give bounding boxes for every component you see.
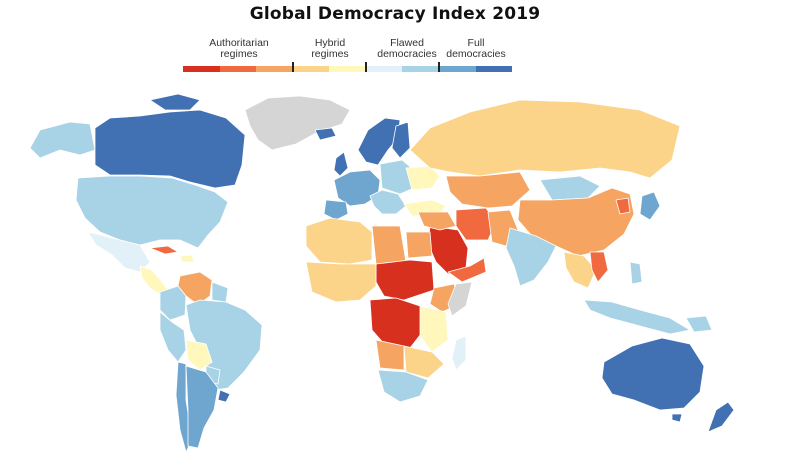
country-iraq-syria[interactable] [417,211,457,231]
legend-divider-3 [438,62,440,72]
country-ukraine[interactable] [405,165,441,191]
country-finland[interactable] [391,121,411,159]
country-greenland[interactable] [244,95,351,151]
country-australia[interactable] [601,337,705,411]
country-egypt[interactable] [405,231,433,259]
country-colombia[interactable] [159,285,187,321]
country-southeast-asia[interactable] [563,251,597,289]
legend-swatch-7 [402,66,439,72]
legend-swatch-6 [365,66,403,72]
legend-label-authoritarian: Authoritarian regimes [209,37,269,60]
country-iberia[interactable] [323,199,349,221]
legend-swatch-2 [219,66,257,72]
legend-swatch-3 [256,66,293,72]
legend-label-flawed: Flawed democracies [377,37,437,60]
country-north-korea[interactable] [615,197,631,215]
country-russia[interactable] [409,99,681,179]
legend-swatch-8 [438,66,476,72]
country-argentina[interactable] [185,365,219,449]
country-mongolia[interactable] [539,175,601,201]
country-maghreb[interactable] [305,217,373,265]
country-peru[interactable] [159,311,187,363]
country-guianas[interactable] [211,281,229,303]
country-south-central-africa[interactable] [403,345,445,379]
country-libya[interactable] [371,225,407,265]
country-yemen-oman[interactable] [447,257,487,283]
country-angola[interactable] [375,339,405,371]
country-png[interactable] [685,315,713,333]
legend-divider-1 [292,62,294,72]
country-philippines[interactable] [629,261,643,285]
country-uruguay[interactable] [217,389,231,403]
country-iceland[interactable] [314,127,337,141]
country-cuba[interactable] [149,245,179,255]
country-hispaniola[interactable] [179,254,195,263]
chart-title: Global Democracy Index 2019 [249,4,541,24]
world-map [29,93,735,453]
legend-swatch-5 [329,66,366,72]
legend-swatch-9 [475,66,513,72]
country-west-africa[interactable] [305,261,377,303]
legend-swatch-4 [292,66,330,72]
legend-swatch-1 [183,66,220,72]
country-kazakhstan[interactable] [445,171,531,209]
legend-color-scale [183,66,513,72]
country-east-africa[interactable] [419,305,449,353]
country-mexico[interactable] [87,231,151,273]
country-central-africa[interactable] [369,297,425,349]
country-madagascar[interactable] [451,335,467,371]
country-southern-africa[interactable] [377,369,429,403]
country-usa[interactable] [75,175,229,249]
country-uk[interactable] [333,151,349,177]
country-sudan[interactable] [375,259,435,301]
country-canada-islands[interactable] [149,93,201,111]
legend-label-full: Full democracies [446,37,506,60]
country-indonesia[interactable] [583,299,691,335]
legend: Authoritarian regimes Hybrid regimes Flawe… [183,37,513,74]
country-tasmania[interactable] [671,413,683,423]
country-alaska[interactable] [29,121,96,159]
country-somalia[interactable] [447,281,473,317]
country-vietnam[interactable] [589,251,609,283]
country-canada[interactable] [94,109,246,189]
legend-divider-2 [365,62,367,72]
country-new-zealand[interactable] [707,401,735,433]
legend-label-hybrid: Hybrid regimes [311,37,349,60]
country-india[interactable] [505,227,557,287]
country-italy-balkans[interactable] [369,189,407,215]
country-japan[interactable] [639,191,661,221]
